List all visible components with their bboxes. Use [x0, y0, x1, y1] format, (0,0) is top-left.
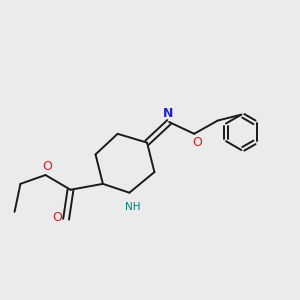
- Text: N: N: [163, 107, 173, 120]
- Text: O: O: [192, 136, 202, 148]
- Text: O: O: [42, 160, 52, 173]
- Text: NH: NH: [125, 202, 141, 212]
- Text: O: O: [52, 211, 62, 224]
